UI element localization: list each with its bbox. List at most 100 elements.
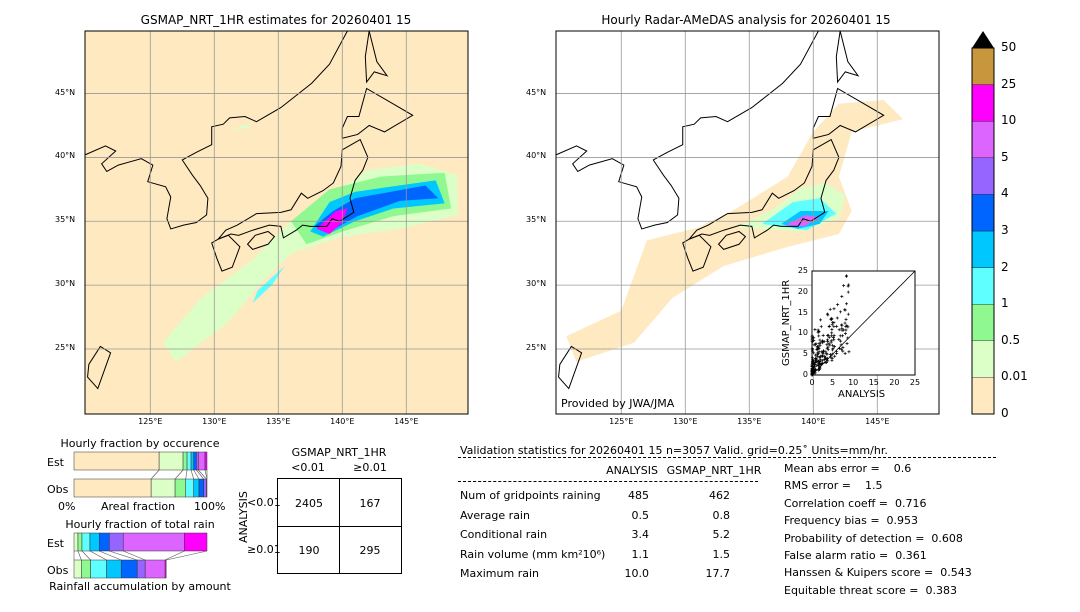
colorbar [971, 31, 995, 415]
scatter-ytick: 10 [797, 328, 808, 338]
scatter-point [814, 343, 818, 347]
scatter-point [819, 318, 823, 322]
stat-label: Rain volume (mm km²10⁶) [460, 547, 606, 561]
scatter-point [826, 359, 830, 363]
fraction-segment [122, 532, 185, 552]
fraction-segment [190, 451, 194, 471]
colorbar-label: 0.5 [1001, 332, 1021, 347]
stat-analysis-value: 3.4 [631, 528, 650, 541]
rain-fraction-xlabel: Rainfall accumulation by amount [49, 580, 231, 593]
scatter-point [812, 367, 816, 371]
scatter-point [841, 349, 845, 353]
scatter-point [830, 331, 834, 335]
colorbar-segment [971, 340, 995, 378]
scatter-point [812, 336, 816, 340]
rain-obs-label: Obs [47, 564, 69, 577]
fraction-segment [203, 478, 207, 498]
colorbar-segment [971, 194, 995, 232]
scatter-point [843, 321, 847, 325]
lon-tick-label: 135°E [737, 417, 762, 426]
fraction-segment [186, 451, 192, 471]
rain-area [233, 124, 251, 130]
fraction-segment [99, 532, 110, 552]
scatter-point [814, 368, 818, 372]
lat-tick-label: 45°N [55, 87, 76, 97]
colorbar-segment [971, 47, 995, 85]
connector-line [89, 550, 107, 561]
fraction-segment [164, 559, 167, 579]
stat-analysis-value: 1.1 [631, 547, 650, 561]
colorbar-label: 4 [1001, 186, 1009, 201]
occ-xlabel: Areal fraction [101, 500, 176, 513]
scatter-point [821, 361, 825, 365]
stat-label: Conditional rain [460, 528, 548, 541]
fraction-segment [174, 478, 186, 498]
scatter-point [815, 360, 819, 364]
scatter-point [832, 325, 836, 329]
cell-false-alarm: 167 [359, 497, 381, 510]
fraction-segment [193, 478, 200, 498]
lat-tick-label: 40°N [526, 151, 547, 161]
fraction-segment [108, 532, 124, 552]
scatter-point [826, 333, 830, 337]
col-analysis: ANALYSIS [606, 464, 658, 477]
coastline [717, 230, 747, 250]
stat-label: Maximum rain [460, 567, 539, 580]
score-line: Equitable threat score = 0.383 [784, 583, 957, 597]
connector-line [196, 469, 204, 480]
connector-line [185, 469, 188, 480]
stat-gsmap-value: 0.8 [712, 508, 731, 522]
stat-gsmap-value: 1.5 [712, 547, 731, 561]
score-line: False alarm ratio = 0.361 [784, 549, 927, 562]
scatter-ytick: 15 [797, 307, 808, 317]
lat-tick-label: 45°N [526, 87, 547, 97]
connector-line [174, 469, 184, 480]
coastline [688, 138, 840, 240]
scatter-point [817, 330, 821, 334]
gsmap-estimate-map [84, 30, 469, 415]
scatter-point [841, 346, 845, 350]
scatter-point [845, 342, 849, 346]
lon-tick-label: 130°E [202, 417, 227, 426]
scatter-point [830, 356, 834, 360]
scatter-point [837, 338, 841, 342]
scatter-point [831, 336, 835, 340]
scatter-ytick: 25 [797, 266, 808, 275]
coastline [558, 345, 583, 390]
colorbar-label: 3 [1001, 223, 1009, 237]
scatter-point [823, 356, 827, 360]
fraction-segment [204, 451, 208, 471]
scatter-point [812, 338, 816, 342]
lon-tick-label: 125°E [609, 417, 634, 426]
connector-line [150, 469, 160, 480]
rain-area [252, 265, 285, 304]
lon-tick-label: 130°E [673, 417, 698, 426]
connector-line [109, 550, 138, 561]
scatter-point [819, 325, 823, 329]
occ-xmin: 0% [58, 500, 76, 513]
colorbar-segment [971, 157, 995, 195]
scatter-point [833, 354, 837, 358]
colorbar-segment [971, 267, 995, 305]
scatter-point [833, 345, 837, 349]
fraction-segment [198, 451, 206, 471]
connector-line [99, 550, 122, 561]
scatter-point [846, 290, 850, 294]
fraction-segment [77, 532, 83, 552]
colorbar-label: 50 [1001, 40, 1017, 54]
fraction-segment [106, 559, 122, 579]
scatter-point [830, 320, 834, 324]
score-line: Probability of detection = 0.608 [784, 531, 963, 545]
scatter-point [826, 313, 830, 317]
scatter-point [820, 358, 824, 362]
scatter-point [818, 338, 822, 342]
scatter-point [844, 328, 848, 332]
fraction-segment [158, 451, 184, 471]
lat-tick-label: 40°N [55, 151, 76, 161]
scatter-point [825, 352, 829, 356]
scatter-ytick: 0 [802, 370, 808, 379]
scatter-point [830, 327, 834, 331]
stat-analysis-value: 10.0 [624, 567, 650, 580]
fraction-segment [90, 559, 107, 579]
coastline [812, 87, 885, 139]
